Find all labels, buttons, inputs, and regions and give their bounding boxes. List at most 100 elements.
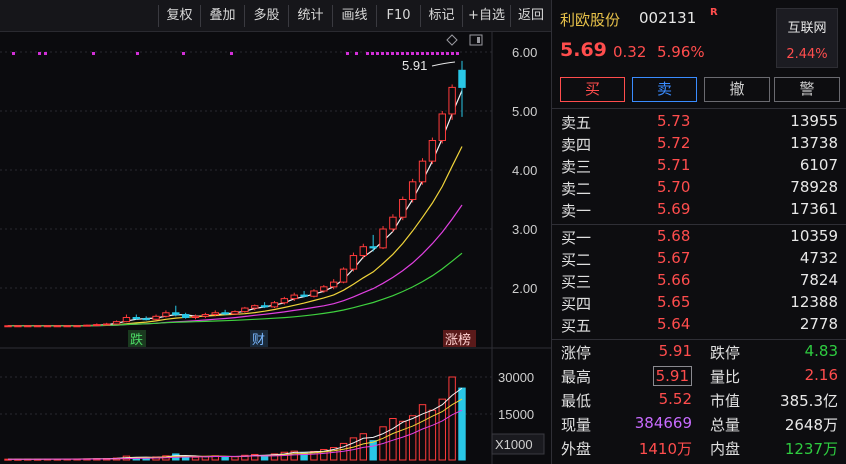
draw-line-button[interactable]: 画线	[332, 5, 376, 27]
ask-row[interactable]: 卖一 5.69 17361	[561, 200, 838, 220]
candle[interactable]	[142, 318, 150, 321]
chart-corner-icons[interactable]	[446, 34, 483, 46]
candle[interactable]	[112, 321, 121, 325]
price-tick: 2.00	[512, 281, 537, 296]
volume-bar[interactable]	[320, 448, 328, 461]
candle[interactable]	[14, 325, 22, 328]
candle[interactable]	[418, 160, 427, 183]
volume-bar[interactable]	[438, 398, 446, 461]
sector-card[interactable]: 互联网 2.44%	[776, 8, 838, 68]
candle[interactable]	[438, 113, 446, 141]
candle[interactable]	[152, 315, 160, 320]
bid-row[interactable]: 买二 5.67 4732	[561, 249, 838, 269]
candle[interactable]	[458, 69, 466, 88]
candle[interactable]	[172, 312, 180, 316]
candle[interactable]	[280, 298, 289, 304]
volume-bar[interactable]	[241, 454, 249, 461]
bid-row[interactable]: 买五 5.64 2778	[561, 315, 838, 335]
fuquan-button[interactable]: 复权	[158, 5, 200, 27]
ask-row[interactable]: 卖三 5.71 6107	[561, 156, 838, 176]
candle[interactable]	[63, 325, 71, 328]
diamond-icon[interactable]	[446, 34, 458, 46]
ask-row[interactable]: 卖四 5.72 13738	[561, 134, 838, 154]
candle[interactable]	[191, 315, 200, 319]
stock-name[interactable]: 利欧股份	[560, 11, 621, 29]
volume-bar[interactable]	[369, 440, 377, 461]
candle[interactable]	[369, 246, 377, 249]
event-marker-zhangbang[interactable]: 涨榜	[443, 330, 476, 348]
statistics-button[interactable]: 统计	[288, 5, 332, 27]
panel-toggle-icon[interactable]	[469, 34, 483, 46]
candle[interactable]	[389, 216, 397, 230]
volume-bar[interactable]	[221, 456, 229, 461]
candle[interactable]	[93, 324, 101, 327]
bid-row[interactable]: 买一 5.68 10359	[561, 227, 838, 247]
candle[interactable]	[399, 199, 407, 218]
candle[interactable]	[132, 317, 141, 320]
cancel-order-button[interactable]: 撤	[704, 77, 770, 102]
price-alert-button[interactable]: 警	[774, 77, 840, 102]
candle[interactable]	[4, 325, 12, 328]
buy-button[interactable]: 买	[560, 77, 625, 102]
ask-row[interactable]: 卖五 5.73 13955	[561, 112, 838, 132]
event-marker-cai[interactable]: 财	[250, 330, 268, 348]
candle[interactable]	[211, 312, 219, 316]
quote-panel: 利欧股份 002131 R 5.69 0.32 5.96% 互联网 2.44% …	[552, 0, 846, 464]
volume-bar[interactable]	[408, 415, 417, 461]
sell-button[interactable]: 卖	[632, 77, 697, 102]
candle[interactable]	[408, 181, 417, 201]
overlay-button[interactable]: 叠加	[200, 5, 244, 27]
candle[interactable]	[73, 325, 81, 328]
signal-dot	[446, 52, 449, 55]
bid-row[interactable]: 买四 5.65 12388	[561, 293, 838, 313]
candle[interactable]	[102, 323, 111, 326]
candle[interactable]	[300, 294, 308, 297]
candle[interactable]	[181, 314, 190, 318]
candle[interactable]	[270, 302, 279, 308]
volume-bar[interactable]	[231, 456, 239, 461]
event-marker-die[interactable]: 跌	[128, 330, 146, 348]
candle[interactable]	[329, 281, 338, 288]
candle[interactable]	[339, 268, 348, 283]
candle[interactable]	[260, 305, 269, 308]
candle[interactable]	[310, 290, 318, 297]
candle[interactable]	[43, 325, 52, 328]
candle[interactable]	[379, 228, 387, 249]
volume-bar[interactable]	[448, 376, 456, 461]
svg-text:跌: 跌	[130, 332, 143, 348]
kline-chart[interactable]: 6.00 5.00 4.00 3.00 2.00 30000 15000 X10…	[0, 32, 551, 464]
candle[interactable]	[122, 317, 131, 323]
candle[interactable]	[201, 314, 210, 317]
volume-bar[interactable]	[191, 456, 200, 461]
multi-stock-button[interactable]: 多股	[244, 5, 288, 27]
volume-bar[interactable]	[270, 453, 279, 461]
candle[interactable]	[448, 86, 456, 115]
candle[interactable]	[349, 255, 358, 270]
kline-svg[interactable]: 6.00 5.00 4.00 3.00 2.00 30000 15000 X10…	[0, 32, 551, 464]
candle[interactable]	[221, 312, 229, 315]
volume-bar[interactable]	[399, 420, 407, 461]
candle[interactable]	[231, 311, 239, 315]
volume-bar[interactable]	[260, 455, 269, 461]
candle[interactable]	[428, 140, 437, 162]
candle[interactable]	[241, 307, 249, 313]
candle[interactable]	[33, 325, 42, 328]
candle[interactable]	[359, 246, 368, 257]
ask-row[interactable]: 卖二 5.70 78928	[561, 178, 838, 198]
volume-bar[interactable]	[418, 404, 427, 461]
candle[interactable]	[83, 324, 91, 327]
candle[interactable]	[162, 312, 170, 317]
candle[interactable]	[320, 286, 328, 292]
candle[interactable]	[251, 305, 259, 309]
volume-bar[interactable]	[251, 453, 259, 461]
candle[interactable]	[24, 325, 32, 328]
back-button[interactable]: 返回	[510, 5, 551, 27]
volume-bar[interactable]	[329, 447, 338, 461]
volume-bar[interactable]	[458, 387, 466, 461]
f10-button[interactable]: F10	[376, 5, 420, 27]
candle[interactable]	[290, 294, 298, 300]
mark-button[interactable]: 标记	[420, 5, 462, 27]
bid-row[interactable]: 买三 5.66 7824	[561, 271, 838, 291]
add-watchlist-button[interactable]: +自选	[462, 5, 510, 27]
candle[interactable]	[53, 325, 62, 328]
